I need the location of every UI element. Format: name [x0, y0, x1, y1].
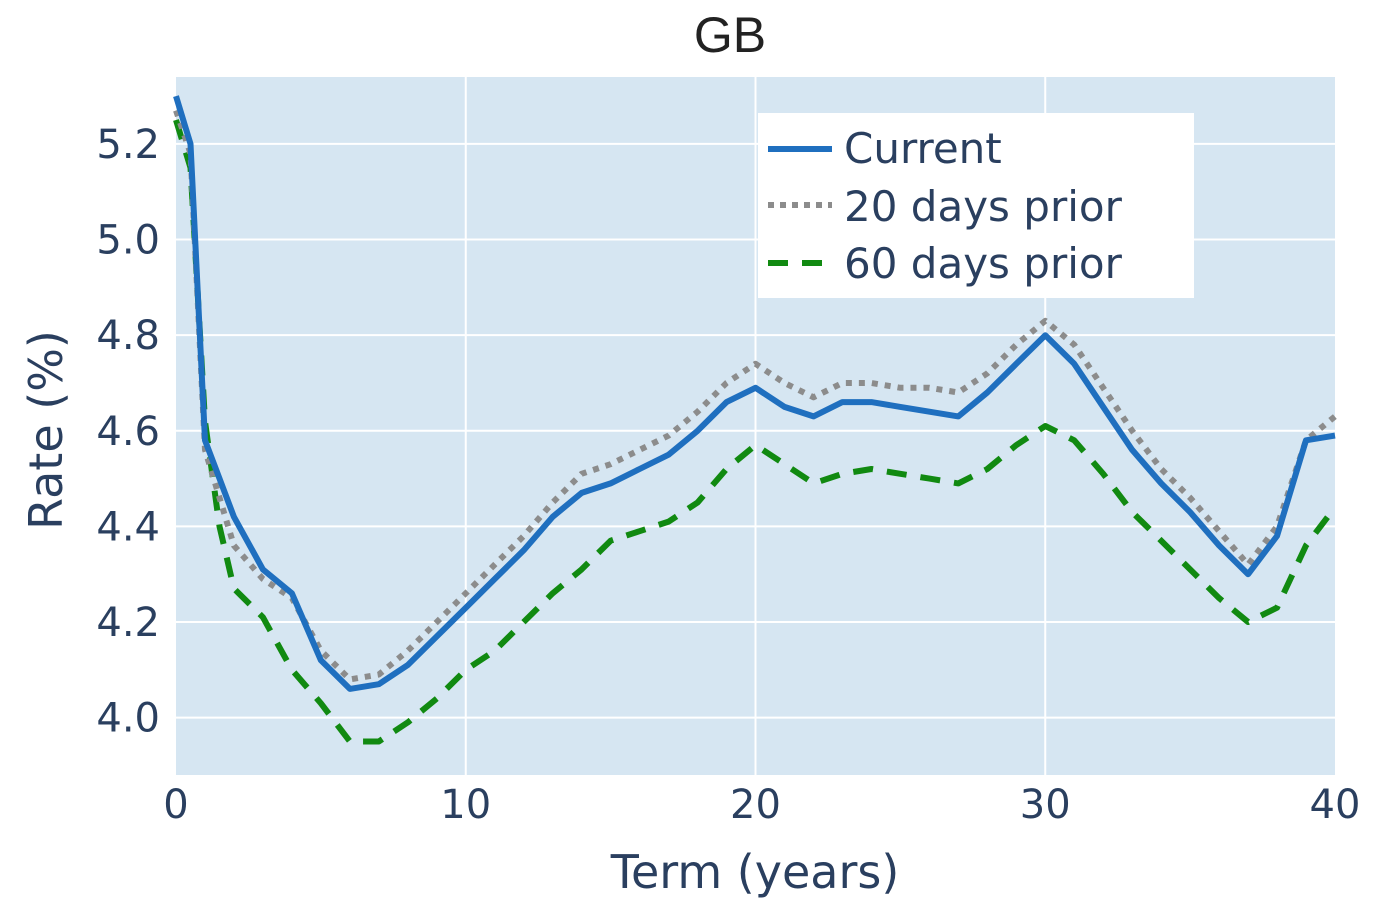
- y-tick-label: 4.6: [96, 409, 160, 455]
- x-tick-label: 30: [1020, 782, 1071, 828]
- y-tick-label: 5.0: [96, 218, 160, 264]
- x-axis-title: Term (years): [610, 845, 900, 899]
- x-tick-label: 20: [730, 782, 781, 828]
- legend-label-current: Current: [844, 124, 1002, 173]
- legend-label-20-days-prior: 20 days prior: [844, 182, 1123, 231]
- x-tick-label: 40: [1310, 782, 1361, 828]
- series-line-current: [173, 95, 1336, 692]
- chart-title: GB: [694, 7, 766, 63]
- series-line-60-days-prior: [173, 119, 1338, 745]
- y-axis-title: Rate (%): [19, 330, 73, 530]
- tick-labels: 0 10 20 30 40 4.0 4.2 4.4 4.6 4.8 5.0 5.2: [96, 122, 1360, 828]
- y-tick-label: 4.8: [96, 313, 160, 359]
- y-tick-label: 4.0: [96, 696, 160, 742]
- series-layer: [173, 95, 1338, 745]
- y-tick-label: 5.2: [96, 122, 160, 168]
- x-tick-label: 10: [440, 782, 491, 828]
- legend: Current 20 days prior 60 days prior: [758, 113, 1194, 298]
- x-tick-label: 0: [163, 782, 188, 828]
- series-line-20-days-prior: [173, 109, 1337, 683]
- y-tick-label: 4.2: [96, 600, 160, 646]
- legend-label-60-days-prior: 60 days prior: [844, 239, 1123, 288]
- y-tick-label: 4.4: [96, 504, 160, 550]
